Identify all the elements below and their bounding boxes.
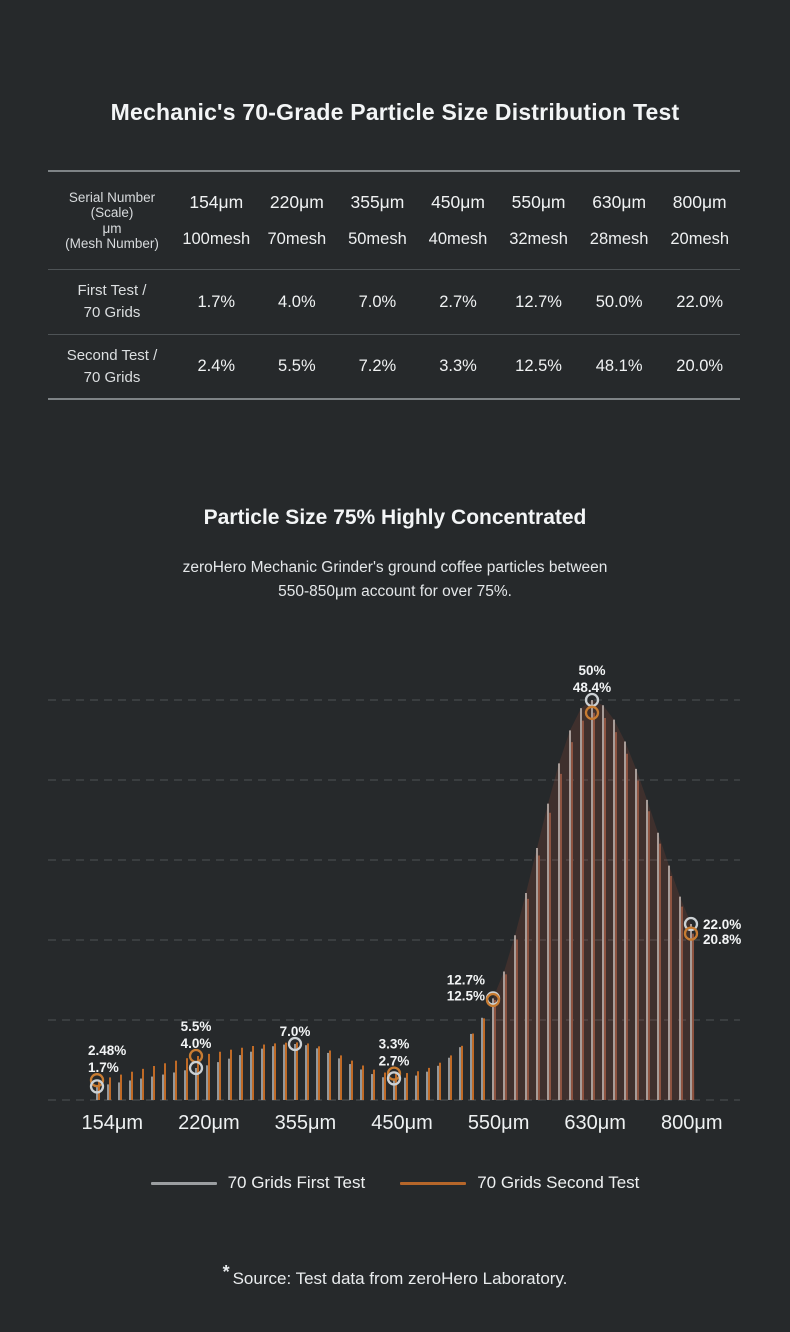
legend-label: 70 Grids Second Test — [477, 1173, 640, 1192]
annotation-value-label: 7.0% — [280, 1024, 311, 1039]
header-size-value: 630μm — [592, 192, 647, 212]
header-mesh-value: 100mesh — [182, 230, 251, 248]
data-point-marker — [386, 1071, 402, 1086]
chart-section-title: Particle Size 75% Highly Concentrated — [203, 506, 587, 529]
annotation-value-label: 1.7% — [88, 1060, 119, 1075]
table-cell-value: 20.0% — [676, 357, 724, 375]
table-header-row: Serial Number (Scale) μm (Mesh Number) 1… — [48, 170, 740, 270]
table-header-column: 355μm 50mesh — [337, 192, 418, 249]
page-title: Mechanic's 70-Grade Particle Size Distri… — [110, 99, 680, 125]
annotation-value-label: 2.48% — [88, 1043, 126, 1058]
header-size-value: 800μm — [672, 192, 727, 212]
table-row-second-test: Second Test / 70 Grids 2.4% 5.5% 7.2% 3.3% 12.… — [48, 335, 740, 400]
data-point-marker — [683, 916, 699, 932]
table-cell-value: 7.0% — [358, 292, 397, 311]
annotation-value-label: 3.3% — [379, 1037, 410, 1052]
row-label: Second Test / 70 Grids — [48, 345, 176, 389]
annotation-value-label: 22.0% — [703, 917, 741, 932]
x-axis-label: 220μm — [178, 1112, 240, 1134]
row-label-line: Second Test / — [66, 346, 158, 364]
table-cell-value: 1.7% — [197, 292, 236, 311]
source-text: Source: Test data from zeroHero Laborato… — [232, 1269, 568, 1288]
header-size-value: 220μm — [269, 192, 324, 212]
annotation-value-label: 20.8% — [703, 932, 741, 947]
table-header-column: 154μm 100mesh — [176, 192, 257, 249]
annotation-value-label: 4.0% — [181, 1036, 212, 1051]
header-size-value: 355μm — [350, 192, 405, 212]
x-axis-label: 154μm — [81, 1112, 144, 1134]
x-axis-label: 800μm — [660, 1112, 723, 1134]
table-cell-value: 12.5% — [515, 357, 562, 375]
row-label-line: First Test / — [77, 282, 147, 299]
annotation-value-label: 50% — [578, 663, 605, 678]
x-axis-label: 450μm — [371, 1112, 433, 1134]
subtitle-line: zeroHero Mechanic Grinder's ground coffe… — [182, 559, 608, 576]
header-mesh-value: 28mesh — [589, 230, 649, 248]
header-label-line: μm — [102, 220, 122, 236]
x-axis-label: 550μm — [467, 1112, 530, 1134]
annotation-value-label: 2.7% — [379, 1054, 410, 1069]
data-point-marker — [584, 705, 600, 720]
table-cell-value: 12.7% — [515, 292, 562, 311]
x-axis-label: 355μm — [274, 1112, 337, 1134]
header-mesh-value: 50mesh — [348, 230, 407, 248]
x-axis-label: 630μm — [564, 1112, 626, 1134]
data-point-marker — [188, 1048, 204, 1064]
data-point-marker — [188, 1060, 204, 1076]
data-point-marker — [89, 1073, 105, 1088]
header-mesh-value: 70mesh — [267, 230, 327, 248]
table-cell-value: 50.0% — [595, 292, 643, 311]
asterisk: * — [222, 1262, 230, 1282]
annotation-value-label: 5.5% — [181, 1019, 212, 1034]
annotation-value-label: 12.5% — [447, 988, 485, 1003]
legend-item-second-test: 70 Grids Second Test — [400, 1173, 639, 1193]
source-note: * Source: Test data from zeroHero Laborat… — [0, 1262, 790, 1289]
table-cell-value: 2.7% — [439, 292, 477, 311]
row-label: First Test / 70 Grids — [48, 280, 176, 324]
table-header-column: 220μm 70mesh — [257, 192, 338, 249]
table-header-column: 800μm 20mesh — [659, 192, 740, 249]
table-header-column: 630μm 28mesh — [579, 192, 660, 249]
distribution-chart: 2.48% 1.7% 5.5% 4.0% 7.0% 3.3% 2.7% 12.7%12.5% 5… — [48, 663, 741, 1101]
data-point-marker — [386, 1066, 402, 1081]
table-header-column: 550μm 32mesh — [498, 192, 579, 249]
data-point-marker — [683, 926, 699, 941]
table-cell-value: 2.4% — [197, 357, 236, 375]
row-label-line: 70 Grids — [83, 368, 141, 386]
table-cell-value: 7.2% — [358, 357, 397, 375]
annotation-value-label: 12.7% — [447, 972, 485, 987]
header-label-line: (Mesh Number) — [65, 236, 159, 251]
data-point-marker — [287, 1036, 303, 1052]
legend-item-first-test: 70 Grids First Test — [150, 1173, 366, 1193]
header-mesh-value: 32mesh — [509, 230, 568, 248]
header-size-value: 450μm — [431, 192, 485, 212]
table-cell-value: 5.5% — [278, 357, 316, 375]
table-cell-value: 22.0% — [676, 292, 724, 311]
legend-line-orange — [400, 1181, 467, 1185]
chart-legend: 70 Grids First Test 70 Grids Second Test — [0, 1173, 790, 1193]
legend-label: 70 Grids First Test — [227, 1173, 366, 1192]
annotation-value-label: 48.4% — [573, 680, 611, 695]
table-header-column: 450μm 40mesh — [418, 192, 499, 249]
chart-section-subtitle: zeroHero Mechanic Grinder's ground coffe… — [0, 556, 790, 604]
row-label-line: 70 Grids — [83, 304, 141, 321]
header-label-line: (Scale) — [90, 205, 134, 220]
subtitle-line: 550-850μm account for over 75%. — [278, 583, 512, 600]
header-size-value: 154μm — [189, 192, 244, 212]
table-row-first-test: First Test / 70 Grids 1.7% 4.0% 7.0% 2.7% 12.7… — [48, 270, 740, 335]
table-header-label: Serial Number (Scale) μm (Mesh Number) — [48, 190, 176, 252]
data-point-marker — [485, 992, 501, 1008]
table-cell-value: 4.0% — [278, 292, 316, 311]
distribution-table: Serial Number (Scale) μm (Mesh Number) 1… — [48, 170, 740, 400]
data-point-marker — [89, 1079, 105, 1094]
header-mesh-value: 20mesh — [670, 230, 730, 248]
header-mesh-value: 40mesh — [428, 230, 488, 248]
table-cell-value: 48.1% — [595, 357, 643, 375]
header-label-line: Serial Number — [68, 189, 156, 205]
header-size-value: 550μm — [511, 192, 566, 212]
legend-line-gray — [150, 1181, 217, 1185]
table-cell-value: 3.3% — [439, 357, 477, 375]
x-axis-labels: 154μm 220μm 355μm 450μm 550μm 630μm 800μm — [64, 1112, 740, 1135]
